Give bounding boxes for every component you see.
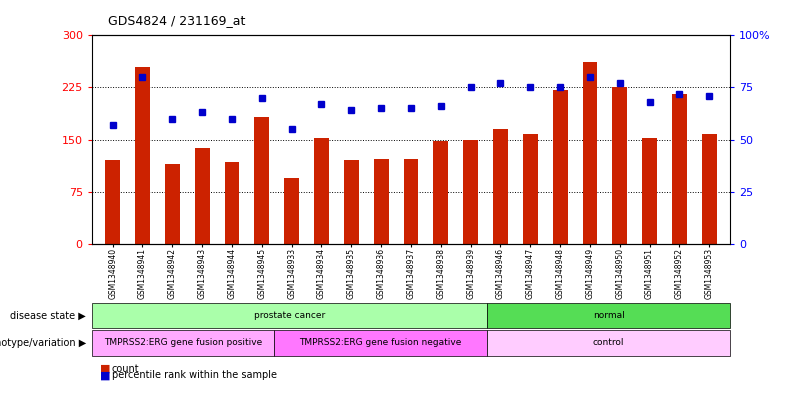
Text: percentile rank within the sample: percentile rank within the sample xyxy=(112,370,277,380)
Text: control: control xyxy=(593,338,624,347)
Bar xyxy=(105,160,120,244)
Bar xyxy=(642,138,657,244)
Text: genotype/variation ▶: genotype/variation ▶ xyxy=(0,338,86,348)
Text: disease state ▶: disease state ▶ xyxy=(10,310,86,320)
Bar xyxy=(344,160,359,244)
Bar xyxy=(553,90,567,244)
Bar xyxy=(135,66,150,244)
Bar xyxy=(493,129,508,244)
Text: GDS4824 / 231169_at: GDS4824 / 231169_at xyxy=(108,15,245,28)
Bar xyxy=(523,134,538,244)
Text: ■: ■ xyxy=(100,364,110,374)
Bar xyxy=(583,62,598,244)
Bar xyxy=(255,117,269,244)
Bar xyxy=(701,134,717,244)
Text: TMPRSS2:ERG gene fusion positive: TMPRSS2:ERG gene fusion positive xyxy=(104,338,262,347)
Bar xyxy=(195,148,210,244)
Bar xyxy=(404,159,418,244)
Bar xyxy=(672,94,687,244)
Text: count: count xyxy=(112,364,140,374)
Text: normal: normal xyxy=(593,311,625,320)
Text: TMPRSS2:ERG gene fusion negative: TMPRSS2:ERG gene fusion negative xyxy=(299,338,462,347)
Bar xyxy=(433,141,448,244)
Bar xyxy=(165,164,180,244)
Bar xyxy=(284,178,299,244)
Bar xyxy=(463,140,478,244)
Bar xyxy=(373,159,389,244)
Text: ■: ■ xyxy=(100,370,110,380)
Bar xyxy=(612,87,627,244)
Bar xyxy=(314,138,329,244)
Bar xyxy=(224,162,239,244)
Text: prostate cancer: prostate cancer xyxy=(254,311,325,320)
